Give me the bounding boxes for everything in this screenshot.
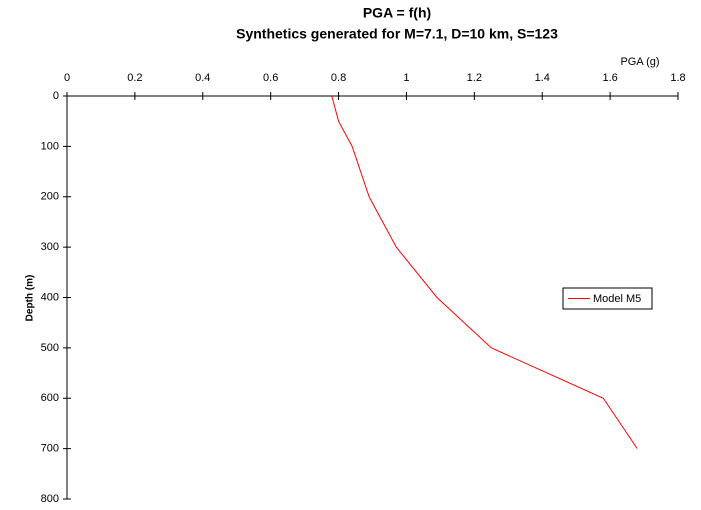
x-tick-label: 1.6	[602, 72, 617, 84]
x-tick-label: 0.6	[263, 72, 278, 84]
x-tick-label: 1.2	[467, 72, 482, 84]
y-tick-label: 0	[53, 90, 59, 102]
y-tick-label: 800	[41, 493, 59, 505]
y-tick-label: 700	[41, 443, 59, 455]
y-tick-label: 100	[41, 140, 59, 152]
legend-label: Model M5	[593, 293, 641, 305]
y-tick-label: 400	[41, 291, 59, 303]
x-tick-label: 1	[403, 72, 409, 84]
chart-title: PGA = f(h)	[363, 5, 431, 21]
x-tick-label: 0.8	[331, 72, 346, 84]
x-tick-label: 1.4	[535, 72, 550, 84]
x-tick-label: 1.8	[670, 72, 685, 84]
x-axis-label: PGA (g)	[620, 56, 659, 68]
y-tick-label: 600	[41, 392, 59, 404]
y-tick-label: 500	[41, 342, 59, 354]
data-line	[331, 95, 638, 449]
x-tick-label: 0.4	[195, 72, 210, 84]
y-tick-label: 200	[41, 191, 59, 203]
x-tick-label: 0	[64, 72, 70, 84]
y-tick-label: 300	[41, 241, 59, 253]
chart-subtitle: Synthetics generated for M=7.1, D=10 km,…	[236, 26, 558, 42]
x-tick-label: 0.2	[127, 72, 142, 84]
y-axis-label: Depth (m)	[25, 275, 36, 322]
legend-box	[562, 287, 653, 310]
